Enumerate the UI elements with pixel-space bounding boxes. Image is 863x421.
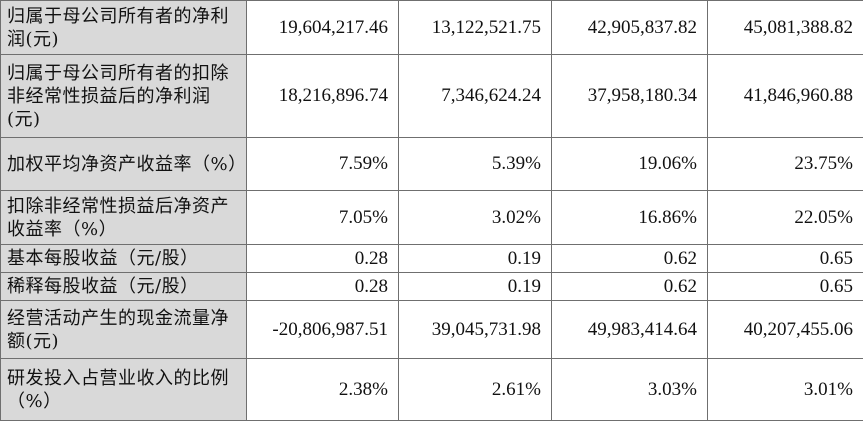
table-cell: 18,216,896.74 bbox=[247, 55, 399, 138]
table-cell: 40,207,455.06 bbox=[708, 301, 863, 359]
table-cell: 19,604,217.46 bbox=[247, 1, 399, 55]
table-cell: 2.61% bbox=[399, 359, 552, 421]
table-row: 经营活动产生的现金流量净额(元) -20,806,987.51 39,045,7… bbox=[1, 301, 863, 359]
row-label: 经营活动产生的现金流量净额(元) bbox=[1, 301, 247, 359]
table-cell: 0.65 bbox=[708, 245, 863, 273]
row-label: 归属于母公司所有者的净利润(元) bbox=[1, 1, 247, 55]
table-cell: 42,905,837.82 bbox=[552, 1, 708, 55]
table-cell: 0.19 bbox=[399, 273, 552, 301]
table-cell: 0.19 bbox=[399, 245, 552, 273]
table-cell: 0.28 bbox=[247, 273, 399, 301]
table-cell: 7,346,624.24 bbox=[399, 55, 552, 138]
table-row: 归属于母公司所有者的净利润(元) 19,604,217.46 13,122,52… bbox=[1, 1, 863, 55]
table-cell: 13,122,521.75 bbox=[399, 1, 552, 55]
table-cell: 3.03% bbox=[552, 359, 708, 421]
table-cell: 22.05% bbox=[708, 191, 863, 245]
table-cell: 0.28 bbox=[247, 245, 399, 273]
table-cell: 3.02% bbox=[399, 191, 552, 245]
table-row: 稀释每股收益（元/股） 0.28 0.19 0.62 0.65 bbox=[1, 273, 863, 301]
table-cell: 7.59% bbox=[247, 138, 399, 191]
table-cell: 3.01% bbox=[708, 359, 863, 421]
table-cell: 39,045,731.98 bbox=[399, 301, 552, 359]
table-cell: 0.62 bbox=[552, 273, 708, 301]
table-row: 基本每股收益（元/股） 0.28 0.19 0.62 0.65 bbox=[1, 245, 863, 273]
row-label: 加权平均净资产收益率（%） bbox=[1, 138, 247, 191]
table-cell: 5.39% bbox=[399, 138, 552, 191]
row-label: 扣除非经常性损益后净资产收益率（%） bbox=[1, 191, 247, 245]
table-row: 研发投入占营业收入的比例（%） 2.38% 2.61% 3.03% 3.01% bbox=[1, 359, 863, 421]
row-label: 基本每股收益（元/股） bbox=[1, 245, 247, 273]
table-cell: 37,958,180.34 bbox=[552, 55, 708, 138]
table-cell: 19.06% bbox=[552, 138, 708, 191]
table-row: 扣除非经常性损益后净资产收益率（%） 7.05% 3.02% 16.86% 22… bbox=[1, 191, 863, 245]
table-cell: -20,806,987.51 bbox=[247, 301, 399, 359]
table-cell: 23.75% bbox=[708, 138, 863, 191]
table-cell: 2.38% bbox=[247, 359, 399, 421]
table-row: 加权平均净资产收益率（%） 7.59% 5.39% 19.06% 23.75% bbox=[1, 138, 863, 191]
table-cell: 45,081,388.82 bbox=[708, 1, 863, 55]
table-cell: 49,983,414.64 bbox=[552, 301, 708, 359]
table-cell: 0.62 bbox=[552, 245, 708, 273]
table-row: 归属于母公司所有者的扣除非经常性损益后的净利润(元) 18,216,896.74… bbox=[1, 55, 863, 138]
table-cell: 7.05% bbox=[247, 191, 399, 245]
table-cell: 41,846,960.88 bbox=[708, 55, 863, 138]
row-label: 稀释每股收益（元/股） bbox=[1, 273, 247, 301]
table-cell: 16.86% bbox=[552, 191, 708, 245]
row-label: 归属于母公司所有者的扣除非经常性损益后的净利润(元) bbox=[1, 55, 247, 138]
row-label: 研发投入占营业收入的比例（%） bbox=[1, 359, 247, 421]
table-cell: 0.65 bbox=[708, 273, 863, 301]
